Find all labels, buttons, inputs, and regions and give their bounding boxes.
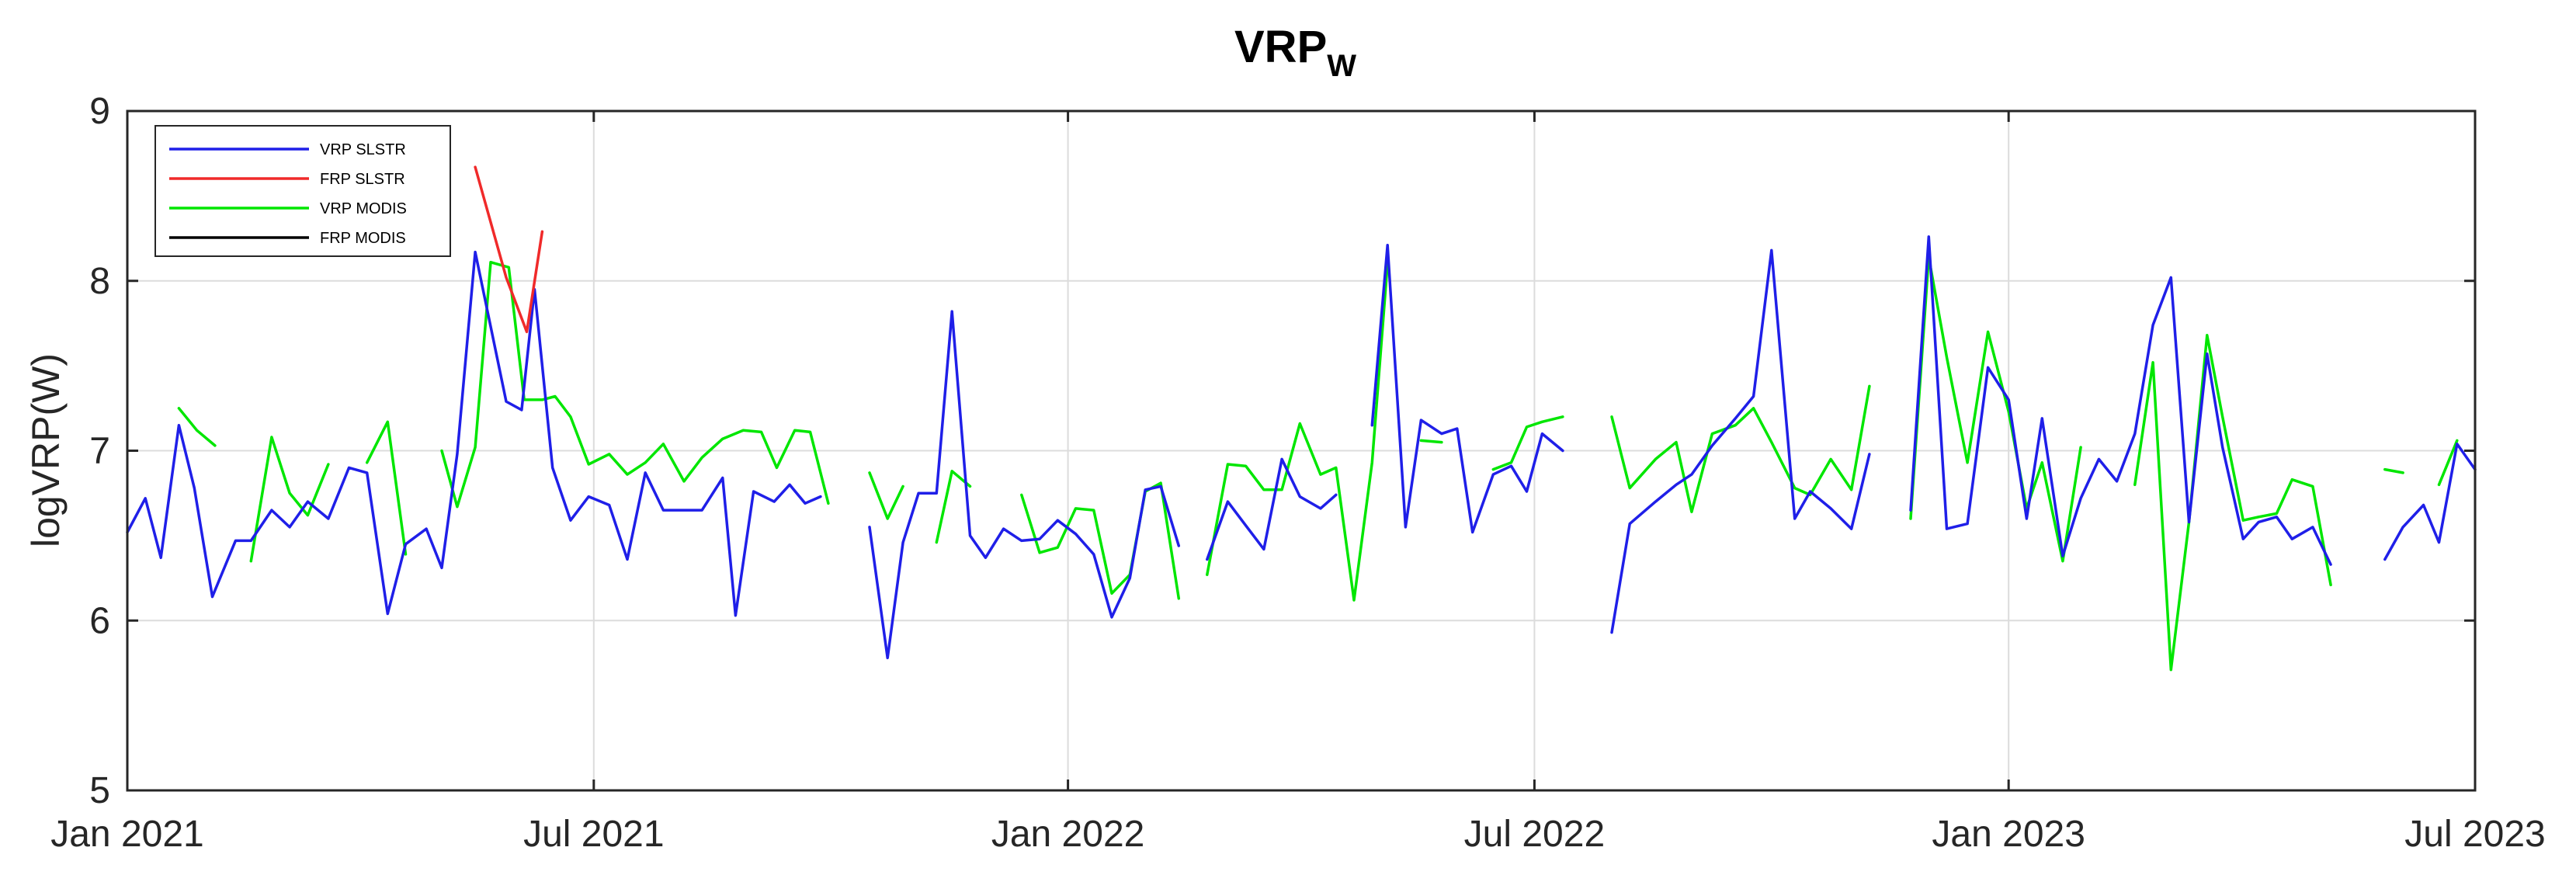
x-tick-label: Jul 2022 — [1464, 814, 1605, 855]
legend: VRP SLSTR FRP SLSTR VRP MODIS FRP MODIS — [154, 125, 451, 257]
y-axis-label: logVRP(W) — [24, 353, 68, 547]
x-tick-label: Jan 2022 — [991, 814, 1145, 855]
series-layer — [126, 165, 2477, 672]
y-tick-label: 7 — [89, 431, 110, 472]
y-tick-label: 9 — [89, 91, 110, 132]
chart-title-subscript: W — [1327, 49, 1356, 83]
y-tick-label: 8 — [89, 261, 110, 302]
x-tick-label: Jan 2023 — [1932, 814, 2085, 855]
legend-label: FRP MODIS — [320, 230, 406, 247]
legend-label: VRP SLSTR — [320, 141, 406, 158]
legend-entries: VRP SLSTR FRP SLSTR VRP MODIS FRP MODIS — [169, 141, 407, 247]
x-tick-labels: Jan 2021 Jul 2021 Jan 2022 Jul 2022 Jan 2023… — [50, 814, 2546, 855]
x-tick-label: Jul 2021 — [523, 814, 664, 855]
tick-marks — [126, 109, 2477, 792]
y-tick-label: 5 — [89, 770, 110, 811]
x-tick-label: Jan 2021 — [50, 814, 204, 855]
series-line-vrp-modis — [177, 255, 2459, 672]
chart-title: VRPW — [1234, 22, 1356, 83]
series-line-vrp-slstr — [126, 235, 2477, 660]
series-line-frp-slstr — [474, 165, 544, 334]
y-tick-label: 6 — [89, 600, 110, 641]
legend-box — [154, 125, 451, 257]
legend-label: FRP SLSTR — [320, 171, 405, 188]
legend-label: VRP MODIS — [320, 200, 407, 217]
chart-title-main: VRP — [1234, 22, 1327, 72]
x-tick-label: Jul 2023 — [2404, 814, 2545, 855]
y-tick-labels: 5 6 7 8 9 — [89, 91, 110, 811]
